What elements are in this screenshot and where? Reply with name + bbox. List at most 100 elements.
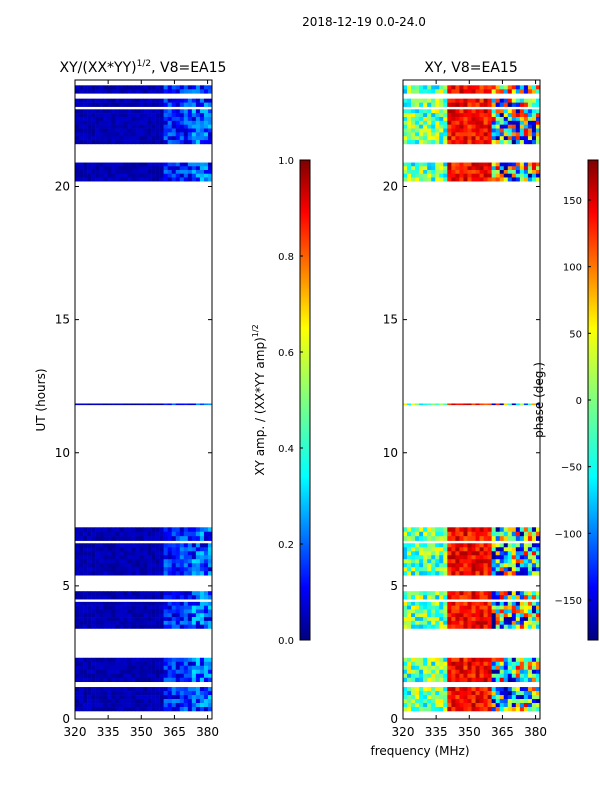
heatmap-cell (483, 136, 488, 141)
heatmap-cell (483, 140, 488, 145)
heatmap-cell (191, 707, 197, 712)
heatmap-cell (407, 177, 412, 182)
heatmap-cell (123, 140, 128, 145)
heatmap-cell (163, 613, 168, 618)
heatmap-cell (467, 609, 472, 614)
colorbar-tick-label: 0.4 (278, 444, 294, 455)
heatmap-cell (507, 403, 513, 406)
heatmap-cell (507, 89, 513, 94)
heatmap-cell (411, 527, 416, 533)
heatmap-cell (415, 551, 420, 556)
heatmap-cell (139, 527, 144, 533)
heatmap-cell (75, 595, 80, 600)
heatmap-cell (187, 403, 193, 406)
heatmap-cell (119, 559, 124, 564)
heatmap-cell (195, 677, 201, 683)
heatmap-cell (411, 617, 416, 622)
heatmap-cell (479, 624, 484, 629)
heatmap-cell (523, 109, 529, 114)
heatmap-cell (131, 140, 136, 145)
heatmap-cell (111, 609, 116, 614)
heatmap-cell (459, 113, 464, 118)
heatmap-cell (199, 555, 205, 560)
amplitude-heatmap-cells (75, 85, 213, 712)
heatmap-cell (523, 132, 529, 137)
heatmap-cell (535, 102, 541, 107)
heatmap-cell (151, 595, 156, 600)
heatmap-cell (203, 620, 209, 625)
heatmap-cell (479, 669, 484, 675)
heatmap-cell (79, 169, 84, 175)
heatmap-cell (439, 699, 444, 704)
heatmap-cell (79, 124, 84, 129)
heatmap-cell (475, 613, 480, 618)
heatmap-cell (427, 595, 432, 600)
heatmap-cell (487, 687, 492, 692)
heatmap-cell (175, 403, 181, 406)
heatmap-cell (151, 591, 156, 596)
heatmap-cell (195, 536, 201, 541)
heatmap-cell (159, 136, 164, 141)
heatmap-cell (115, 620, 120, 625)
heatmap-cell (479, 559, 484, 564)
heatmap-cell (87, 609, 92, 614)
heatmap-cell (527, 571, 533, 576)
heatmap-cell (511, 85, 517, 90)
heatmap-cell (151, 140, 156, 145)
heatmap-cell (523, 120, 529, 125)
heatmap-cell (119, 691, 124, 696)
heatmap-cell (135, 173, 140, 178)
heatmap-cell (111, 695, 116, 700)
heatmap-cell (491, 677, 496, 683)
heatmap-cell (135, 624, 140, 629)
heatmap-cell (511, 601, 517, 606)
heatmap-cell (203, 673, 209, 679)
heatmap-cell (463, 563, 468, 568)
heatmap-cell (479, 551, 484, 556)
heatmap-cell (107, 102, 112, 107)
heatmap-cell (455, 120, 460, 125)
heatmap-cell (179, 527, 185, 533)
heatmap-cell (107, 617, 112, 622)
heatmap-cell (87, 89, 92, 94)
heatmap-cell (403, 85, 408, 90)
heatmap-cell (495, 703, 501, 708)
heatmap-cell (507, 567, 513, 572)
heatmap-cell (167, 89, 173, 94)
heatmap-cell (147, 116, 152, 122)
heatmap-cell (135, 132, 140, 137)
heatmap-cell (147, 657, 152, 663)
heatmap-cell (87, 617, 92, 622)
heatmap-cell (195, 695, 201, 700)
heatmap-cell (535, 707, 541, 712)
heatmap-cell (455, 609, 460, 614)
heatmap-cell (419, 98, 424, 103)
heatmap-cell (103, 571, 108, 576)
heatmap-cell (131, 136, 136, 141)
heatmap-cell (467, 624, 472, 629)
heatmap-cell (535, 657, 541, 663)
heatmap-cell (483, 173, 488, 178)
heatmap-cell (503, 140, 509, 145)
heatmap-cell (179, 661, 185, 667)
heatmap-cell (103, 169, 108, 175)
heatmap-cell (475, 624, 480, 629)
heatmap-cell (199, 591, 205, 596)
heatmap-cell (95, 98, 100, 103)
heatmap-cell (199, 136, 205, 141)
heatmap-cell (479, 527, 484, 533)
heatmap-cell (115, 403, 120, 406)
heatmap-cell (527, 617, 533, 622)
heatmap-cell (491, 547, 496, 552)
heatmap-cell (511, 136, 517, 141)
heatmap-cell (507, 601, 513, 606)
heatmap-cell (455, 547, 460, 552)
heatmap-cell (187, 661, 193, 667)
heatmap-cell (415, 132, 420, 137)
heatmap-cell (183, 98, 189, 103)
heatmap-cell (195, 527, 201, 533)
heatmap-cell (179, 140, 185, 145)
heatmap-cell (171, 665, 177, 671)
heatmap-cell (191, 136, 197, 141)
heatmap-cell (531, 555, 537, 560)
